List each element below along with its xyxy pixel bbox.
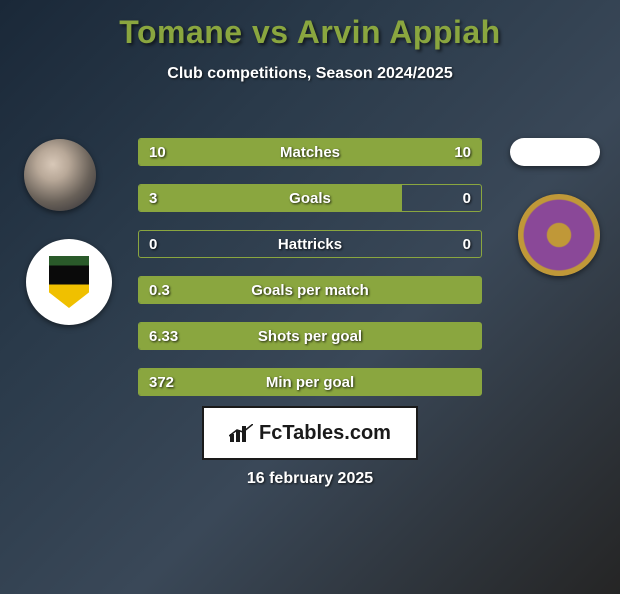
stat-label: Min per goal <box>266 374 354 391</box>
page-title: Tomane vs Arvin Appiah <box>0 14 620 51</box>
stat-label: Shots per goal <box>258 328 362 345</box>
stat-value-right: 10 <box>454 144 471 161</box>
logo-text: FcTables.com <box>259 422 391 445</box>
stat-row: 372 Min per goal <box>138 368 482 396</box>
stat-row: 6.33 Shots per goal <box>138 322 482 350</box>
stat-value-left: 0.3 <box>149 282 170 299</box>
page-subtitle: Club competitions, Season 2024/2025 <box>0 65 620 83</box>
fctables-logo: FcTables.com <box>202 406 418 460</box>
date-text: 16 february 2025 <box>247 470 373 488</box>
bar-chart-icon <box>229 424 253 442</box>
stat-value-left: 6.33 <box>149 328 178 345</box>
stat-value-right: 0 <box>463 190 471 207</box>
stat-value-left: 10 <box>149 144 166 161</box>
player-right-avatar <box>510 138 600 166</box>
stat-row: 10 Matches 10 <box>138 138 482 166</box>
club-right-badge <box>518 194 600 276</box>
comparison-bars: 10 Matches 10 3 Goals 0 0 Hattricks 0 0.3 Goals pe… <box>138 138 482 414</box>
stat-value-left: 0 <box>149 236 157 253</box>
stat-row: 0 Hattricks 0 <box>138 230 482 258</box>
stat-label: Hattricks <box>278 236 342 253</box>
stat-row: 0.3 Goals per match <box>138 276 482 304</box>
stat-value-left: 372 <box>149 374 174 391</box>
club-left-badge <box>26 239 112 325</box>
stat-value-right: 0 <box>463 236 471 253</box>
club-shield-icon <box>49 256 89 308</box>
stat-label: Matches <box>280 144 340 161</box>
stat-label: Goals per match <box>251 282 369 299</box>
stat-value-left: 3 <box>149 190 157 207</box>
stat-label: Goals <box>289 190 331 207</box>
player-left-avatar <box>24 139 96 211</box>
bar-fill-left <box>139 185 402 211</box>
stat-row: 3 Goals 0 <box>138 184 482 212</box>
